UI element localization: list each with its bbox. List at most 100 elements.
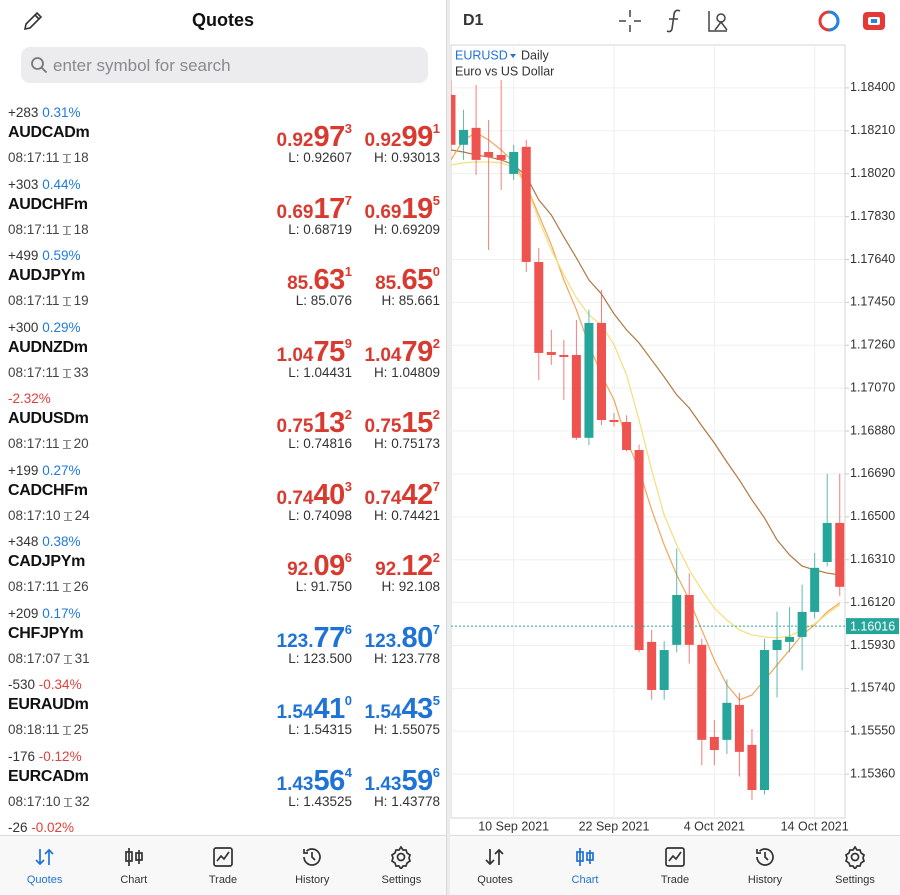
time-line: 08:17:11 19 [8, 293, 89, 308]
bid-part: 1 [344, 264, 352, 279]
time: 08:17:11 [8, 436, 60, 451]
crosshair-icon[interactable] [619, 10, 641, 32]
objects-icon[interactable] [708, 11, 728, 32]
change-points: +300 [8, 319, 39, 335]
timeframe[interactable]: D1 [463, 12, 484, 29]
change-points: +348 [8, 534, 39, 549]
period: Daily [521, 48, 550, 62]
symbol: AUDNZDm [8, 338, 88, 356]
symbol[interactable]: EURUSD [455, 48, 508, 62]
bid-price: 85.631 [287, 255, 352, 302]
quote-row[interactable]: +303 0.44% AUDCHFm 08:17:11 18 0.69177 0.6919… [0, 175, 446, 246]
y-tick-label: 1.16310 [850, 552, 895, 566]
spread-icon [62, 726, 71, 735]
candle-body [596, 322, 606, 420]
candle-body [584, 322, 594, 438]
tab[interactable]: Settings [810, 836, 900, 895]
change-points: -530 [8, 677, 36, 692]
bid-part: 75 [313, 335, 346, 368]
quote-row[interactable]: -176 -0.12% EURCADm 08:17:10 32 1.43564 1.435… [0, 747, 446, 818]
bid-part: 63 [313, 264, 346, 296]
x-tick-label: 22 Sep 2021 [579, 819, 650, 833]
search-box[interactable]: enter symbol for search [21, 47, 428, 83]
ask-part: 5 [432, 693, 440, 708]
symbol: AUDCHFm [8, 195, 88, 213]
tab[interactable]: History [268, 836, 357, 895]
y-tick-label: 1.15740 [850, 681, 895, 695]
spread-icon [62, 583, 71, 592]
candle-body [484, 152, 494, 157]
spread: 26 [73, 579, 89, 594]
candle-body [822, 522, 832, 562]
tab[interactable]: Chart [89, 836, 178, 895]
quote-row[interactable]: +300 0.29% AUDNZDm 08:17:11 33 1.04759 1.0479… [0, 318, 446, 389]
bid-part: 85. [287, 273, 314, 294]
tab[interactable]: History [720, 836, 810, 895]
high: H: 0.75173 [373, 436, 440, 451]
account-icon[interactable] [818, 10, 840, 32]
indicator-icon[interactable] [666, 9, 681, 33]
ask-price: 85.650 [375, 255, 440, 302]
low: L: 1.04431 [288, 364, 352, 380]
change-percent: 0.44% [42, 176, 81, 192]
quotes-panel: Quotes enter symbol for search +283 0.31… [0, 0, 447, 895]
bid-part: 97 [313, 121, 346, 153]
divider [447, 0, 450, 895]
spread: 19 [73, 293, 89, 308]
ask-part: 7 [432, 478, 440, 494]
candle-body [722, 702, 732, 740]
bid-price: 92.096 [287, 541, 352, 588]
quote-row[interactable]: +499 0.59% AUDJPYm 08:17:11 19 85.631 85.650 L… [0, 246, 446, 317]
edit-icon[interactable] [22, 10, 44, 32]
y-tick-label: 1.17640 [850, 252, 895, 266]
bid-part: 6 [344, 621, 352, 637]
title: Quotes [191, 10, 254, 30]
tab[interactable]: Settings [357, 836, 446, 895]
time-line: 08:17:07 31 [8, 651, 90, 666]
bid-part: 3 [344, 478, 352, 494]
candle-body [647, 641, 657, 690]
dropdown-icon[interactable] [510, 54, 516, 58]
spread: 18 [73, 221, 89, 237]
subtitle: Euro vs US Dollar [455, 64, 554, 78]
ask-part: 42 [401, 478, 434, 511]
ask-part: 79 [401, 335, 434, 368]
candle-body [797, 611, 807, 637]
tab[interactable]: Trade [178, 836, 267, 895]
high: H: 85.661 [381, 293, 440, 308]
ask-part: 7 [432, 621, 440, 637]
y-tick-label: 1.18020 [850, 166, 895, 180]
spread: 20 [73, 436, 89, 451]
quote-row[interactable]: -2.32% AUDUSDm 08:17:11 20 0.75132 0.75152 L: … [0, 389, 446, 460]
spread: 33 [73, 364, 89, 380]
ask-part: 12 [401, 550, 434, 582]
search-placeholder: enter symbol for search [53, 56, 231, 75]
quote-row[interactable]: +199 0.27% CADCHFm 08:17:10 24 0.74403 0.7442… [0, 461, 446, 532]
quote-row[interactable]: -530 -0.34% EURAUDm 08:18:11 25 1.54410 1.544… [0, 675, 446, 746]
tab[interactable]: Chart [540, 836, 630, 895]
candle-body [709, 736, 719, 751]
change-percent: -2.32% [8, 391, 51, 406]
quote-row[interactable]: +283 0.31% AUDCADm 08:17:11 18 0.92973 0.9299… [0, 103, 446, 174]
tab-label: Quotes [26, 874, 63, 886]
quote-row[interactable]: +209 0.17% CHFJPYm 08:17:07 31 123.776 123.80… [0, 604, 446, 675]
candle-body [459, 129, 469, 145]
time: 08:17:11 [8, 293, 60, 308]
symbol: CADJPYm [8, 553, 86, 570]
tab[interactable]: Trade [630, 836, 720, 895]
trade-icon[interactable] [863, 12, 885, 30]
candle-body [521, 146, 531, 262]
quote-row[interactable]: +348 0.38% CADJPYm 08:17:11 26 92.096 92.122 L… [0, 532, 446, 603]
tab[interactable]: Quotes [0, 836, 89, 895]
tab-icon [485, 848, 504, 866]
tab[interactable]: Quotes [450, 836, 540, 895]
bid-part: 0 [344, 693, 352, 708]
y-tick-label: 1.17450 [850, 295, 895, 309]
change-line: +348 0.38% [8, 534, 80, 549]
ask-part: 0.69 [364, 201, 402, 223]
candle-body [697, 644, 707, 740]
spread-icon [62, 225, 71, 235]
quote-row[interactable]: -26 -0.02% [0, 818, 446, 835]
spread-icon [63, 797, 72, 807]
tab-label: History [747, 874, 783, 886]
